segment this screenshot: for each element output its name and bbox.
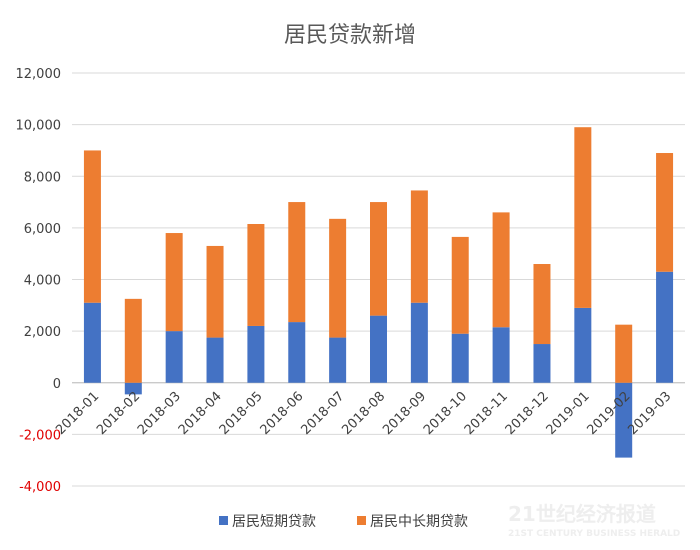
x-tick-label: 2018-03 <box>135 389 184 438</box>
bar-long-term-2018-11 <box>492 212 510 328</box>
bar-long-term-2018-07 <box>329 218 347 338</box>
bar-long-term-2018-12 <box>533 264 551 345</box>
y-tick-label: 2,000 <box>24 325 61 340</box>
x-axis: 2018-012018-022018-032018-042018-052018-… <box>53 389 674 438</box>
y-tick-label: 0 <box>53 377 61 392</box>
y-tick-label: 8,000 <box>24 170 61 185</box>
watermark-logo: 21世纪经济报道 21ST CENTURY BUSINESS HERALD <box>508 502 680 539</box>
x-tick-label: 2018-02 <box>94 389 143 438</box>
legend-label-short-term: 居民短期贷款 <box>232 514 316 530</box>
legend-swatch-long-term <box>357 516 366 525</box>
x-tick-label: 2018-06 <box>258 389 307 438</box>
legend-swatch-short-term <box>219 516 228 525</box>
x-tick-label: 2018-07 <box>298 389 347 438</box>
bar-short-term-2018-10 <box>451 333 469 383</box>
y-axis: 12,000 10,000 8,000 6,000 4,000 2,000 0 -2,000 -… <box>16 67 62 495</box>
x-tick-label: 2018-01 <box>53 389 102 438</box>
bar-long-term-2018-09 <box>410 190 428 303</box>
bar-long-term-2018-02 <box>124 298 142 383</box>
bar-short-term-2018-01 <box>83 302 101 383</box>
y-tick-label: -4,000 <box>19 480 61 495</box>
x-tick-label: 2018-12 <box>503 389 552 438</box>
watermark-subtext: 21ST CENTURY BUSINESS HERALD <box>508 529 680 539</box>
bar-long-term-2019-03 <box>656 153 674 272</box>
bars <box>83 127 674 458</box>
x-tick-label: 2018-04 <box>176 389 225 438</box>
bar-short-term-2018-07 <box>329 337 347 383</box>
legend-label-long-term: 居民中长期贷款 <box>370 514 468 530</box>
x-tick-label: 2019-01 <box>544 389 593 438</box>
chart-title: 居民贷款新增 <box>284 23 416 48</box>
bar-short-term-2018-06 <box>288 322 306 383</box>
y-tick-label: -2,000 <box>19 428 61 443</box>
x-tick-label: 2018-08 <box>339 389 388 438</box>
bar-short-term-2018-09 <box>410 302 428 383</box>
legend: 居民短期贷款 居民中长期贷款 <box>219 514 468 530</box>
bar-long-term-2019-01 <box>574 127 592 308</box>
bar-short-term-2018-05 <box>247 325 265 383</box>
bar-short-term-2019-01 <box>574 307 592 383</box>
bar-short-term-2019-03 <box>656 271 674 383</box>
bar-long-term-2018-08 <box>370 202 387 316</box>
bar-long-term-2018-03 <box>165 233 183 332</box>
x-tick-label: 2018-05 <box>217 389 266 438</box>
bar-short-term-2018-03 <box>165 331 183 383</box>
y-tick-label: 10,000 <box>16 119 62 134</box>
x-tick-label: 2019-03 <box>625 389 674 438</box>
bar-short-term-2018-04 <box>206 337 224 383</box>
bar-short-term-2018-12 <box>533 344 551 383</box>
y-tick-label: 12,000 <box>16 67 62 82</box>
x-tick-label: 2018-09 <box>380 389 429 438</box>
bar-short-term-2018-11 <box>492 327 510 383</box>
y-tick-label: 6,000 <box>24 222 61 237</box>
x-tick-label: 2018-10 <box>421 389 470 438</box>
bar-long-term-2018-10 <box>451 236 469 334</box>
y-tick-label: 4,000 <box>24 274 61 289</box>
bar-short-term-2018-08 <box>370 315 387 383</box>
x-tick-label: 2018-11 <box>462 389 511 438</box>
bar-long-term-2018-06 <box>288 202 306 323</box>
bar-short-term-2018-02 <box>124 382 142 395</box>
watermark-text: 21世纪经济报道 <box>508 502 656 526</box>
bar-long-term-2018-04 <box>206 245 224 338</box>
bar-long-term-2019-02 <box>615 324 633 383</box>
bar-long-term-2018-01 <box>83 150 101 303</box>
bar-short-term-2019-02 <box>615 382 633 458</box>
bar-long-term-2018-05 <box>247 224 265 326</box>
